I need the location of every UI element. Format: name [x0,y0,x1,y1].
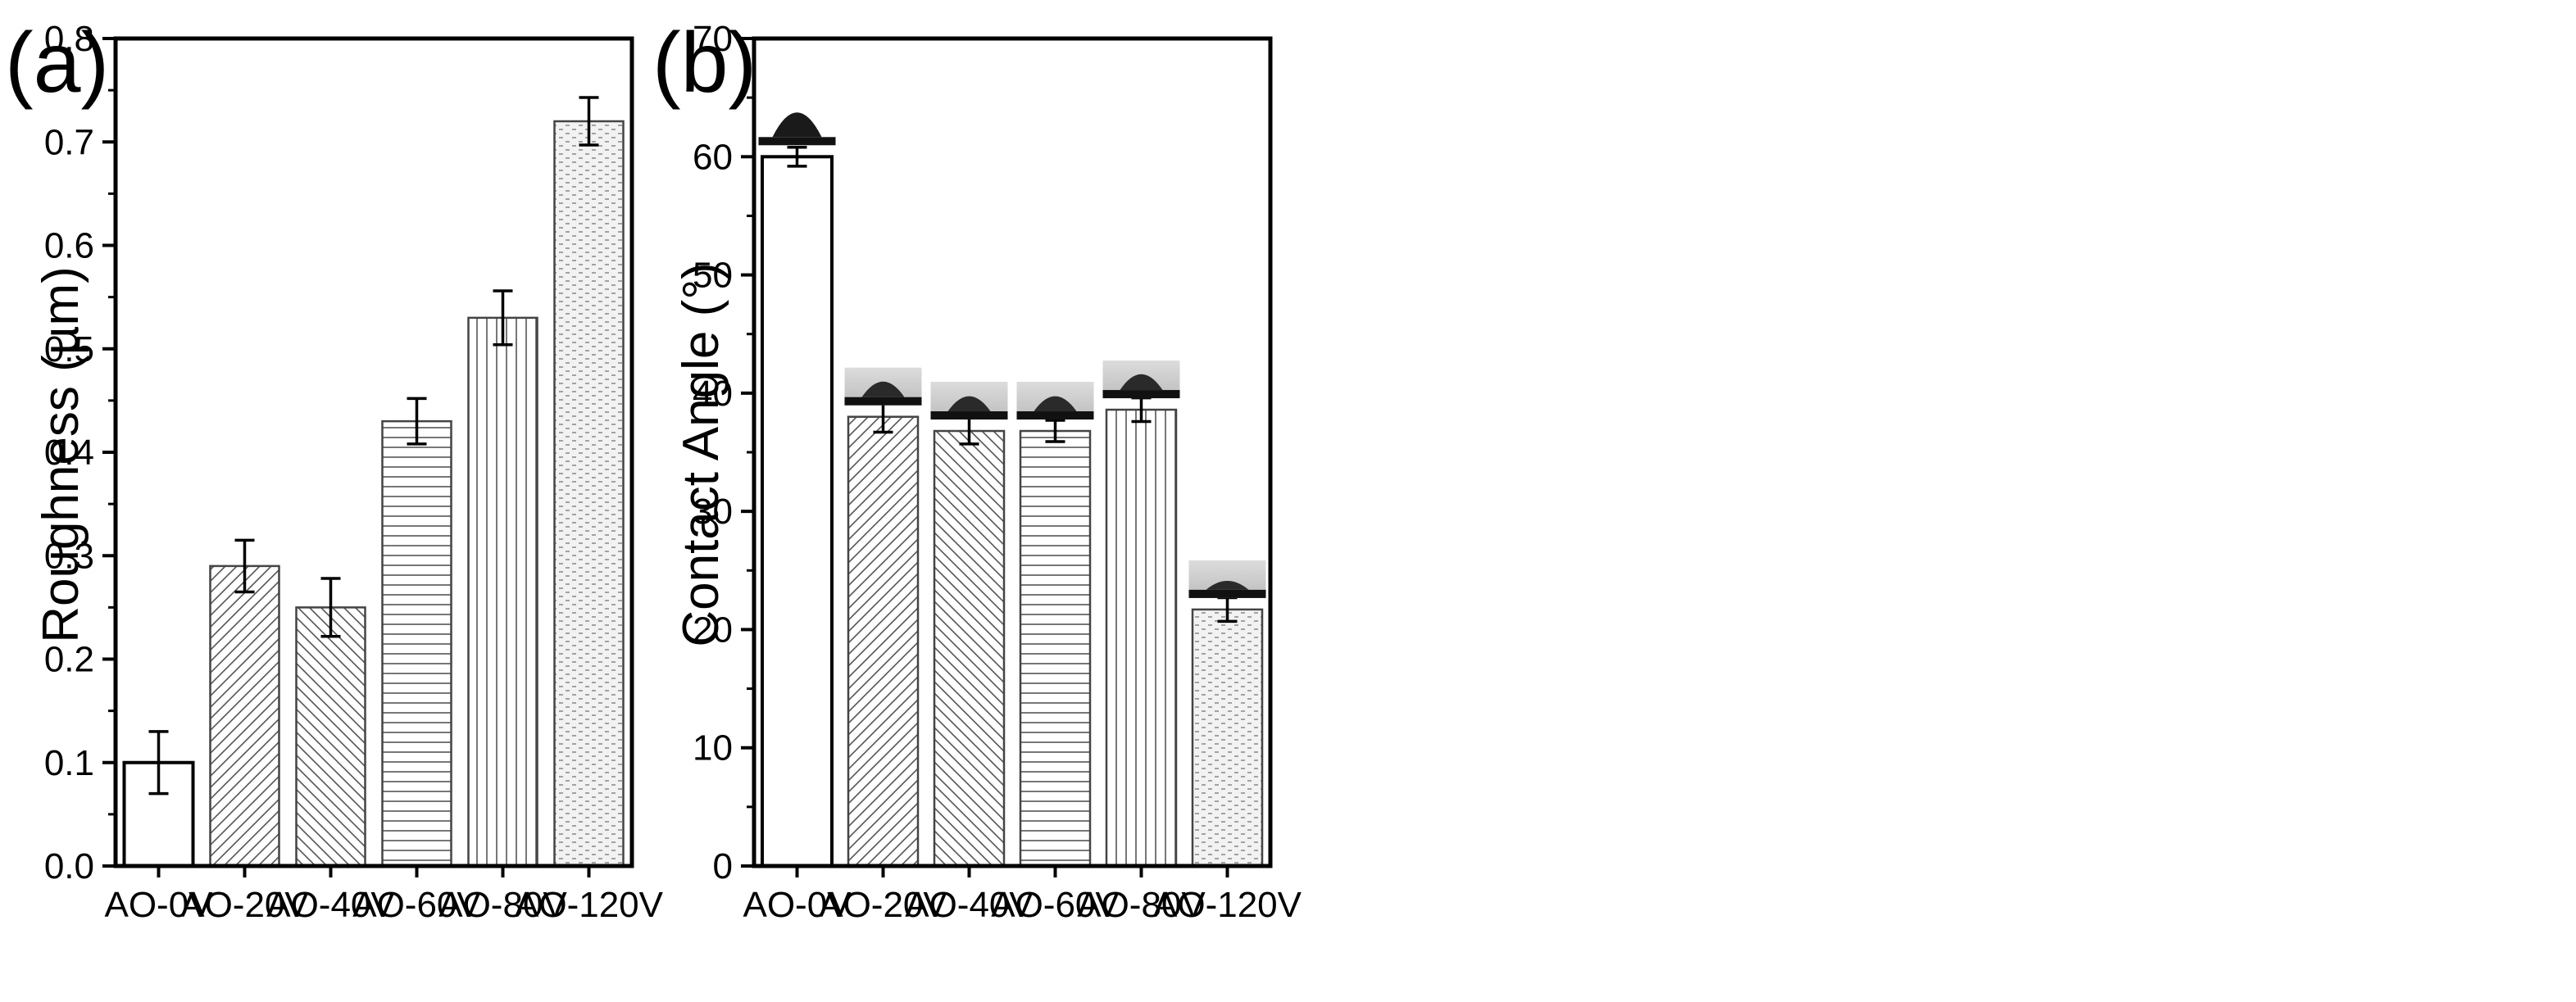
panel-b-bar-ao-20v [847,415,920,868]
panel-a-y-axis-label: Roughness (µm) [33,266,89,643]
panel-b-y-tick-label: 30 [693,492,733,532]
panel-a-y-ticks: 0.0 0.1 0.2 0.3 0.4 0.5 0.6 0.7 0.8 [44,19,116,886]
panel-b-bar-ao-120v [1191,608,1264,868]
panel-a-bars [122,120,625,868]
panel-b: (b) Contact Angle (°) 0 10 20 30 40 50 60 70 AO… [652,16,1302,925]
panel-b-bar-ao-60v [1019,429,1092,868]
panel-b-bars [761,155,1264,868]
panel-b-y-tick-label: 60 [693,137,733,177]
panel-a-x-tick-label-ao-0v: AO-0V [104,885,213,925]
panel-a-y-tick-label: 0.7 [44,122,94,162]
panel-b-y-tick-label: 50 [693,256,733,296]
panel-a-y-tick-label: 0.3 [44,536,94,576]
panel-b-error-bar-ao-0v [787,145,807,168]
panel-a: (a) Roughness (µm) 0.0 0.1 0.2 0.3 0.4 0.5 0.6… [5,16,664,925]
panel-b-label: (b) [652,16,756,111]
panel-a-error-bar-ao-60v [407,397,427,446]
panel-a-error-bar-ao-20v [234,538,255,594]
panel-a-label: (a) [5,16,109,111]
panel-a-x-tick-label-ao-60v: AO-60V [352,885,481,925]
droplet-photo-ao-80v [1102,360,1180,399]
panel-a-bar-ao-20v [209,564,280,868]
panel-b-x-tick-label-ao-120v: AO-120V [1153,885,1302,925]
panel-a-x-tick-label-ao-120v: AO-120V [515,885,664,925]
panel-a-y-tick-label: 0.4 [44,433,94,473]
panel-b-x-tick-label-ao-60v: AO-60V [991,885,1120,925]
panel-a-x-tick-label-ao-20v: AO-20V [180,885,309,925]
panel-b-bar-ao-80v [1105,408,1178,868]
panel-b-y-ticks: 0 10 20 30 40 50 60 70 [693,19,754,886]
panel-a-error-bars [148,96,599,796]
panel-a-y-tick-label: 0.1 [44,743,94,783]
panel-a-bar-ao-60v [381,419,452,868]
panel-b-error-bar-ao-60v [1045,419,1065,443]
panel-a-error-bar-ao-40v [320,577,341,638]
panel-a-y-tick-label: 0.6 [44,226,94,266]
panel-b-y-axis-label: Contact Angle (°) [673,262,729,646]
panel-b-bar-ao-0v [761,155,834,868]
panel-b-x-tick-label-ao-0v: AO-0V [743,885,852,925]
panel-a-y-tick-label: 0.8 [44,19,94,59]
panel-b-y-tick-label: 10 [693,728,733,769]
panel-a-bar-ao-40v [295,606,366,868]
panel-a-error-bar-ao-80v [493,289,513,347]
droplet-photo-ao-120v [1188,560,1266,598]
panel-a-x-tick-label-ao-80v: AO-80V [438,885,567,925]
panel-a-y-tick-label: 0.5 [44,329,94,370]
panel-a-bar-ao-80v [467,316,538,868]
droplet-photo-ao-0v [758,107,836,146]
panel-b-x-tick-label-ao-20v: AO-20V [819,885,947,925]
panel-b-x-tick-label-ao-80v: AO-80V [1077,885,1206,925]
panel-a-x-tick-label-ao-40v: AO-40V [266,885,395,925]
panel-a-bar-ao-120v [553,120,625,868]
panel-b-y-tick-label: 40 [693,374,733,414]
panel-b-y-tick-label: 20 [693,610,733,650]
droplet-photo-ao-20v [844,367,922,406]
panel-a-y-tick-label: 0.2 [44,640,94,680]
panel-a-error-bar-ao-120v [579,96,599,147]
panel-a-y-tick-label: 0.0 [44,846,94,886]
panel-a-error-bar-ao-0v [148,730,169,796]
panel-b-x-tick-label-ao-40v: AO-40V [905,885,1034,925]
panel-b-bar-ao-40v [933,429,1006,868]
droplet-photo-ao-40v [930,382,1008,420]
panel-b-y-tick-label: 70 [693,19,733,59]
panel-b-y-tick-label: 0 [713,846,733,886]
droplet-photo-ao-60v [1016,382,1094,420]
panel-b-droplet-insets [758,107,1266,598]
